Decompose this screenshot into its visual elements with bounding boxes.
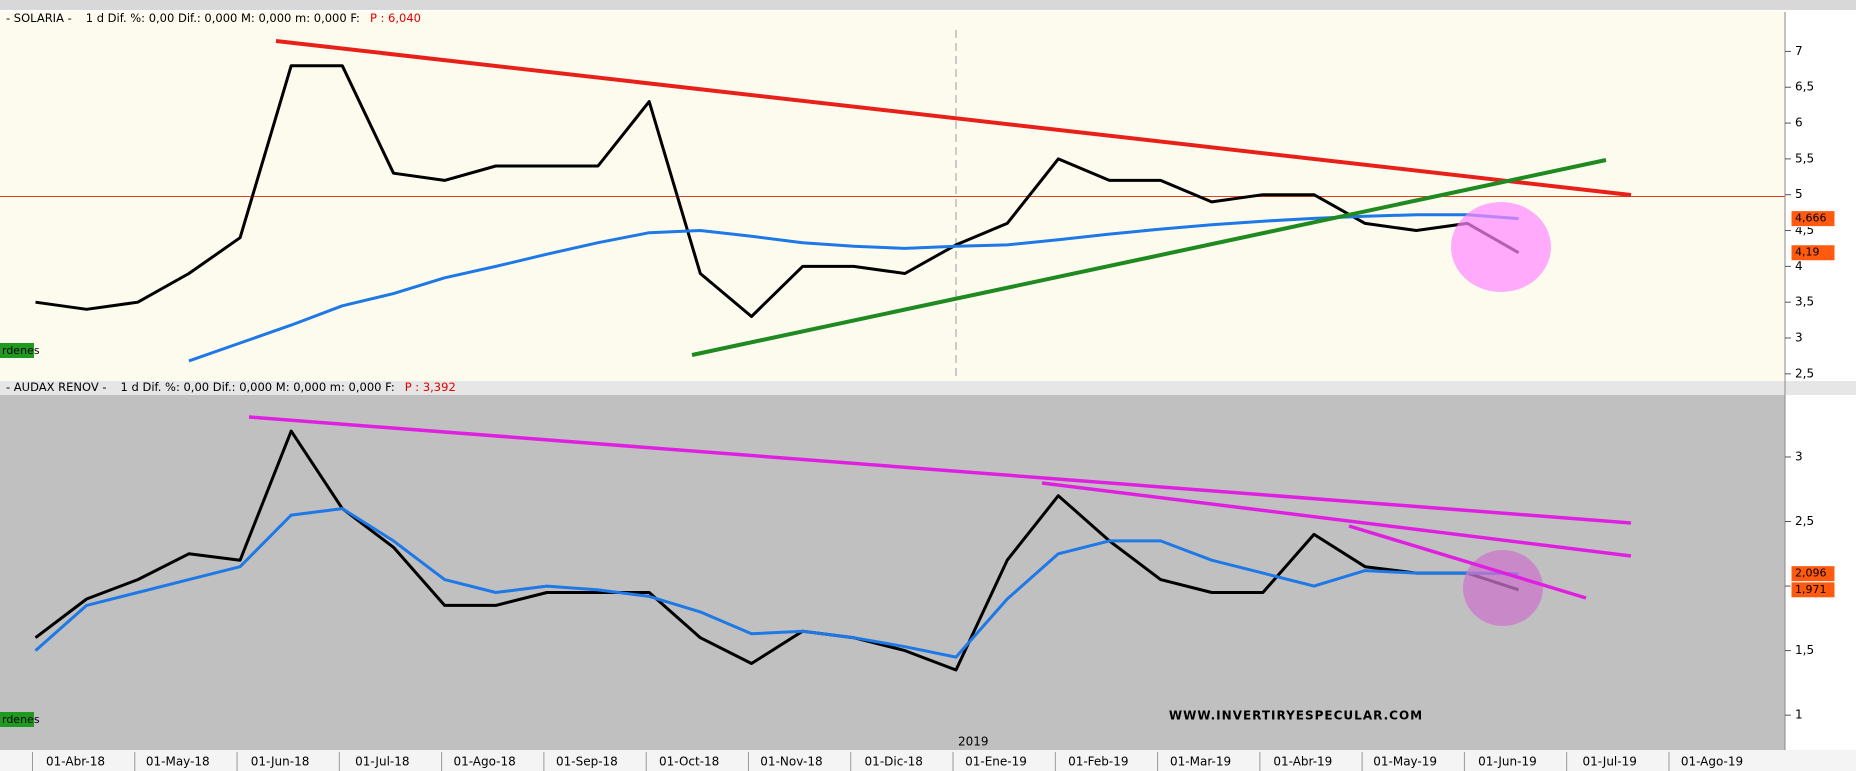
x-tick-label: 01-Jun-18	[251, 755, 310, 769]
x-tick-label: 01-Dic-18	[865, 755, 923, 769]
price-line	[35, 64, 1520, 318]
orders-tag-box	[0, 343, 34, 358]
y-tick-label: 1	[1795, 708, 1803, 722]
price-tag-box	[1790, 565, 1836, 583]
year-label: 2019	[958, 735, 989, 749]
price-tag: 4,666	[1795, 212, 1827, 225]
price-tag: 1,971	[1795, 583, 1827, 596]
orders-tag-box	[0, 712, 34, 727]
labels: 01-Abr-18 01-May-18 01-Jun-18 01-Jul-18 01-A…	[0, 11, 1836, 771]
panel-header: - AUDAX RENOV - 1 d Dif. %: 0,00 Dif.: 0,…	[6, 380, 456, 394]
x-tick-label: 01-Oct-18	[659, 755, 719, 769]
price-tag-box	[1790, 210, 1836, 228]
instrument-name: - AUDAX RENOV -	[6, 380, 107, 394]
panel-separator	[0, 381, 1856, 395]
watermark: WWW.INVERTIRYESPECULAR.COM	[1169, 709, 1423, 723]
top-strip	[0, 0, 1856, 10]
y-tick-label: 7	[1795, 44, 1803, 58]
panel-stats: 1 d Dif. %: 0,00 Dif.: 0,000 M: 0,000 m:…	[86, 11, 360, 25]
last-price: P : 6,040	[370, 11, 421, 25]
y-tick-label: 5,5	[1795, 151, 1814, 165]
x-tick-label: 01-Feb-19	[1068, 755, 1128, 769]
y-tick-label: 5	[1795, 187, 1803, 201]
panel-stats: 1 d Dif. %: 0,00 Dif.: 0,000 M: 0,000 m:…	[121, 380, 395, 394]
y-tick-label: 4	[1795, 259, 1803, 273]
panel-header: - SOLARIA - 1 d Dif. %: 0,00 Dif.: 0,000 …	[6, 11, 421, 25]
y-tick-label: 3,5	[1795, 295, 1814, 309]
price-line	[34, 507, 1519, 659]
x-tick-label: 01-Abr-19	[1273, 755, 1332, 769]
trend-line	[1041, 481, 1632, 558]
orders-tag: rdenes	[2, 344, 40, 357]
y-tick-label: 2,5	[1795, 514, 1814, 528]
x-tick-label: 01-Jul-19	[1583, 755, 1637, 769]
x-tick-label: 01-May-19	[1373, 755, 1437, 769]
trend-line	[248, 415, 1632, 525]
x-tick-label: 01-Ene-19	[965, 755, 1027, 769]
x-tick-label: 01-Jun-19	[1478, 755, 1537, 769]
annotations	[248, 39, 1632, 626]
y-tick-label: 6	[1795, 116, 1803, 130]
date-bar	[0, 750, 1856, 771]
x-tick-label: 01-Ago-18	[453, 755, 515, 769]
x-tick-label: 01-Nov-18	[760, 755, 822, 769]
y-tick-label: 3	[1795, 331, 1803, 345]
y-tick-label: 2,5	[1795, 366, 1814, 380]
x-tick-label: 01-Jul-18	[355, 755, 409, 769]
highlight-circle	[1463, 550, 1543, 626]
highlight-circle	[1451, 202, 1551, 292]
trend-line	[691, 158, 1607, 357]
price-tag: 4,19	[1795, 246, 1820, 259]
instrument-name: - SOLARIA -	[6, 11, 72, 25]
y-tick-label: 1,5	[1795, 643, 1814, 657]
x-tick-label: 01-Abr-18	[46, 755, 105, 769]
last-price: P : 3,392	[405, 380, 456, 394]
orders-tag: rdenes	[2, 713, 40, 726]
x-tick-label: 01-Ago-19	[1681, 755, 1743, 769]
price-tag: 2,096	[1795, 567, 1827, 580]
x-tick-label: 01-Sep-18	[556, 755, 618, 769]
price-line	[188, 213, 1519, 363]
trend-line	[275, 39, 1632, 197]
trend-line	[1348, 524, 1587, 600]
y-tick-label: 3	[1795, 449, 1803, 463]
x-tick-label: 01-Mar-19	[1170, 755, 1231, 769]
price-line	[34, 429, 1520, 672]
plot-area	[34, 64, 1520, 672]
price-tag-box	[1790, 244, 1836, 262]
y-tick-label: 6,5	[1795, 80, 1814, 94]
x-tick-label: 01-May-18	[146, 755, 210, 769]
